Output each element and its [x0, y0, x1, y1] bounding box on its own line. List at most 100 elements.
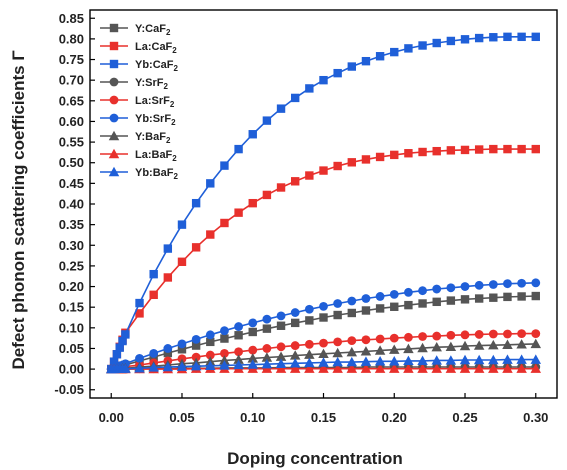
y-tick-label: 0.50: [59, 155, 84, 170]
data-point: [432, 146, 441, 156]
data-point: [305, 84, 314, 93]
data-point: [276, 321, 286, 330]
data-point: [333, 310, 342, 320]
data-point: [404, 300, 413, 310]
data-point: [347, 158, 357, 167]
data-point: [389, 289, 399, 299]
data-point: [417, 355, 428, 366]
data-point: [460, 282, 470, 291]
data-point: [460, 330, 470, 340]
data-point: [234, 322, 244, 332]
data-point: [445, 363, 457, 373]
data-point: [135, 353, 144, 363]
series-yb-caf2: [107, 32, 540, 374]
data-point: [233, 354, 244, 364]
x-tick-label: 0.20: [382, 410, 407, 425]
data-point: [276, 311, 286, 321]
data-point: [191, 198, 201, 208]
data-point: [205, 330, 215, 340]
data-point: [118, 336, 127, 346]
data-point: [474, 145, 484, 154]
y-tick-label: 0.05: [59, 341, 84, 356]
data-point: [390, 302, 399, 311]
data-point: [517, 144, 526, 154]
data-point: [389, 333, 399, 343]
data-point: [516, 339, 527, 349]
data-point: [361, 306, 371, 315]
data-point: [290, 318, 300, 328]
data-point: [404, 149, 413, 158]
data-point: [220, 161, 229, 170]
data-point: [417, 342, 428, 353]
data-point: [319, 338, 328, 348]
data-point: [474, 280, 484, 290]
data-point: [333, 68, 342, 78]
data-point: [431, 341, 442, 352]
y-tick-label: 0.00: [59, 362, 84, 377]
data-point: [233, 359, 244, 370]
data-point: [234, 331, 243, 340]
legend-label: Yb:SrF2: [135, 113, 176, 127]
x-tick-label: 0.15: [311, 410, 336, 425]
data-point: [459, 363, 471, 373]
data-point: [304, 363, 315, 373]
data-point: [262, 116, 272, 125]
data-point: [109, 357, 119, 366]
series-line: [110, 148, 536, 370]
data-point: [418, 41, 427, 50]
data-point: [530, 363, 542, 373]
data-point: [403, 355, 414, 366]
data-point: [361, 294, 371, 303]
data-point: [134, 363, 145, 373]
data-point: [149, 290, 158, 300]
data-point: [332, 347, 343, 358]
plot-area: [105, 32, 542, 374]
data-point: [276, 104, 286, 113]
data-point: [517, 32, 526, 42]
data-point: [446, 146, 456, 155]
data-point: [332, 363, 343, 373]
data-point: [403, 332, 413, 342]
data-point: [262, 314, 272, 324]
data-point: [289, 363, 301, 373]
data-point: [503, 279, 512, 289]
data-point: [205, 350, 215, 360]
legend-entry: Yb:SrF2: [100, 113, 176, 127]
data-point: [305, 171, 314, 180]
legend-entry: Y:CaF2: [100, 23, 171, 37]
data-point: [446, 283, 456, 293]
x-tick-label: 0.05: [169, 410, 194, 425]
y-tick-label: 0.35: [59, 217, 84, 232]
legend: Y:CaF2 La:CaF2 Yb:CaF2 Y:SrF2 La:SrF2 Yb:SrF2…: [100, 23, 179, 181]
data-point: [135, 298, 144, 308]
data-point: [205, 360, 216, 371]
y-tick-label: 0.70: [59, 73, 84, 88]
data-point: [190, 360, 202, 371]
legend-label: La:CaF2: [135, 41, 177, 55]
data-point: [276, 342, 286, 352]
data-point: [375, 52, 385, 61]
series-la-srf2: [106, 329, 541, 374]
data-point: [432, 284, 442, 294]
legend-entry: La:CaF2: [100, 41, 177, 55]
data-point: [177, 257, 187, 266]
y-tick-label: 0.55: [59, 135, 84, 150]
data-point: [346, 363, 358, 373]
data-point: [163, 244, 173, 253]
data-point: [276, 183, 286, 192]
data-point: [530, 338, 542, 349]
data-point: [290, 308, 300, 317]
data-point: [488, 329, 498, 339]
y-tick-label: 0.45: [59, 176, 84, 191]
x-tick-label: 0.25: [452, 410, 477, 425]
data-point: [431, 355, 442, 365]
data-point: [319, 301, 328, 311]
data-point: [446, 330, 456, 340]
data-point: [531, 32, 540, 42]
data-point: [220, 326, 229, 336]
data-point: [290, 177, 300, 186]
data-point: [459, 340, 471, 351]
data-point: [390, 150, 399, 160]
data-point: [374, 356, 386, 366]
data-point: [389, 356, 400, 366]
